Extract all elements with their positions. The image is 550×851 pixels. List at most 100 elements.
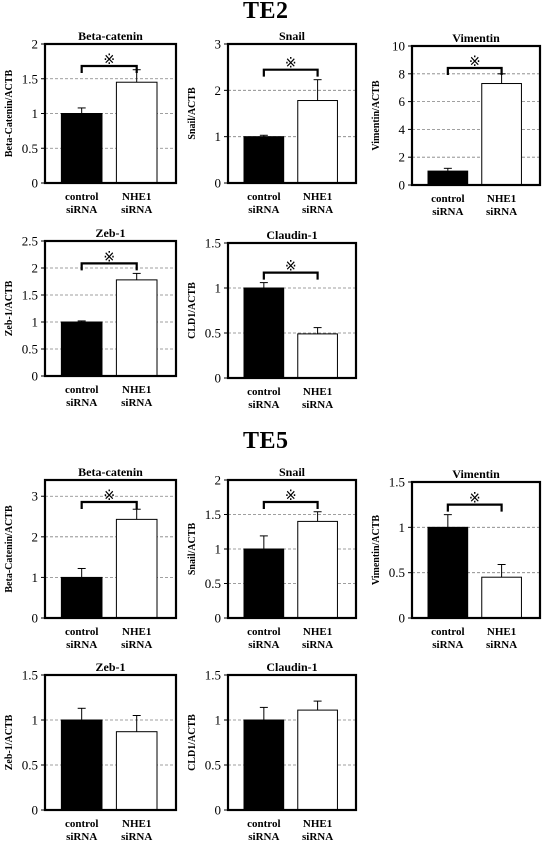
plot-frame [226, 241, 358, 380]
y-tick-label: 1 [32, 315, 39, 330]
category-label: NHE1 [303, 818, 332, 830]
significance-bracket [80, 64, 138, 73]
chart-panel: controlsiRNANHE1siRNA0123SnailSnail/ACTB… [187, 29, 358, 216]
significance-bracket [80, 262, 138, 271]
y-tick-label: 4 [399, 122, 406, 137]
bar [115, 279, 158, 377]
y-tick-label: 0 [215, 176, 222, 191]
plot-frame [410, 44, 542, 187]
y-axis-label: Vimentin/ACTB [371, 515, 382, 586]
category-label: siRNA [302, 639, 333, 651]
y-tick-label: 0.5 [22, 342, 38, 357]
y-tick-label: 1.5 [205, 668, 221, 683]
section-title-te5: TE5 [243, 428, 289, 454]
category-label: NHE1 [487, 193, 516, 205]
y-tick-label: 6 [399, 94, 406, 109]
y-tick-label: 2 [215, 83, 222, 98]
y-tick-label: 1 [32, 106, 39, 121]
y-tick-label: 1 [399, 520, 406, 535]
category-label: siRNA [66, 397, 97, 409]
chart-panel: controlsiRNANHE1siRNA0246810VimentinVime… [371, 31, 542, 218]
panel-title: Zeb-1 [96, 660, 126, 674]
bar [243, 719, 285, 811]
y-tick-label: 1.5 [205, 236, 221, 251]
category-label: siRNA [432, 206, 463, 218]
panel-title: Vimentin [452, 467, 500, 481]
bar [297, 520, 338, 619]
significance-mark: ※ [285, 488, 297, 504]
significance-mark: ※ [103, 488, 115, 504]
significance-mark: ※ [103, 52, 115, 68]
bar [243, 136, 285, 184]
chart-panel: controlsiRNANHE1siRNA00.511.522.5Zeb-1Ze… [4, 226, 178, 409]
chart-panel: controlsiRNANHE1siRNA00.511.5Claudin-1CL… [187, 660, 358, 843]
category-label: NHE1 [122, 191, 151, 203]
y-tick-label: 0.5 [205, 576, 221, 591]
y-tick-label: 0.5 [205, 758, 221, 773]
category-label: control [247, 626, 280, 638]
category-label: NHE1 [122, 626, 151, 638]
category-label: NHE1 [487, 626, 516, 638]
category-label: siRNA [248, 831, 279, 843]
y-tick-label: 0 [399, 178, 406, 193]
bar [427, 526, 469, 619]
bar [60, 321, 103, 377]
panel-title: Vimentin [452, 31, 500, 45]
bar [243, 287, 285, 379]
category-label: NHE1 [303, 626, 332, 638]
y-tick-label: 3 [215, 37, 222, 52]
y-tick-label: 0 [32, 176, 39, 191]
significance-mark: ※ [285, 56, 297, 72]
plot-frame [43, 673, 178, 812]
y-tick-label: 2.5 [22, 234, 38, 249]
y-tick-label: 2 [399, 150, 406, 165]
y-axis-label: Snail/ACTB [187, 523, 198, 576]
category-label: NHE1 [122, 818, 151, 830]
y-tick-label: 2 [32, 261, 39, 276]
chart-panel: controlsiRNANHE1siRNA00.511.5Claudin-1CL… [187, 228, 358, 411]
y-tick-label: 2 [32, 529, 39, 544]
bar [243, 548, 285, 619]
panel-title: Claudin-1 [266, 228, 317, 242]
y-tick-label: 0 [32, 803, 39, 818]
panel-title: Claudin-1 [266, 660, 317, 674]
category-label: siRNA [121, 831, 152, 843]
y-tick-label: 1.5 [22, 668, 38, 683]
panel-title: Snail [279, 465, 306, 479]
bar [297, 100, 338, 184]
y-tick-label: 1 [215, 129, 222, 144]
y-axis-label: CLD1/ACTB [187, 714, 198, 771]
plot-frame [43, 239, 178, 378]
category-label: siRNA [432, 639, 463, 651]
bar [60, 576, 103, 619]
bar [481, 83, 522, 186]
bar [297, 709, 338, 811]
y-axis-label: Snail/ACTB [187, 87, 198, 140]
y-tick-label: 0 [32, 611, 39, 626]
plot-frame [410, 480, 542, 620]
panel-title: Beta-catenin [78, 29, 143, 43]
y-tick-label: 0 [215, 803, 222, 818]
significance-bracket [262, 500, 319, 509]
category-label: siRNA [66, 639, 97, 651]
y-tick-label: 0 [215, 371, 222, 386]
y-tick-label: 0 [399, 611, 406, 626]
y-tick-label: 3 [32, 489, 39, 504]
category-label: siRNA [121, 397, 152, 409]
significance-bracket [446, 503, 503, 512]
category-label: control [65, 818, 98, 830]
section-title-te2: TE2 [243, 0, 289, 24]
bar [115, 518, 158, 619]
chart-panel: controlsiRNANHE1siRNA00.511.52Beta-caten… [4, 29, 178, 216]
category-label: siRNA [121, 639, 152, 651]
y-tick-label: 0.5 [22, 141, 38, 156]
significance-bracket [262, 271, 319, 280]
category-label: control [65, 384, 98, 396]
significance-bracket [446, 66, 503, 75]
significance-mark: ※ [469, 491, 481, 507]
bar [427, 170, 469, 186]
category-label: siRNA [486, 639, 517, 651]
y-tick-label: 2 [32, 37, 39, 52]
plot-frame [43, 478, 178, 620]
chart-panel: controlsiRNANHE1siRNA00.511.5Zeb-1Zeb-1/… [4, 660, 178, 843]
